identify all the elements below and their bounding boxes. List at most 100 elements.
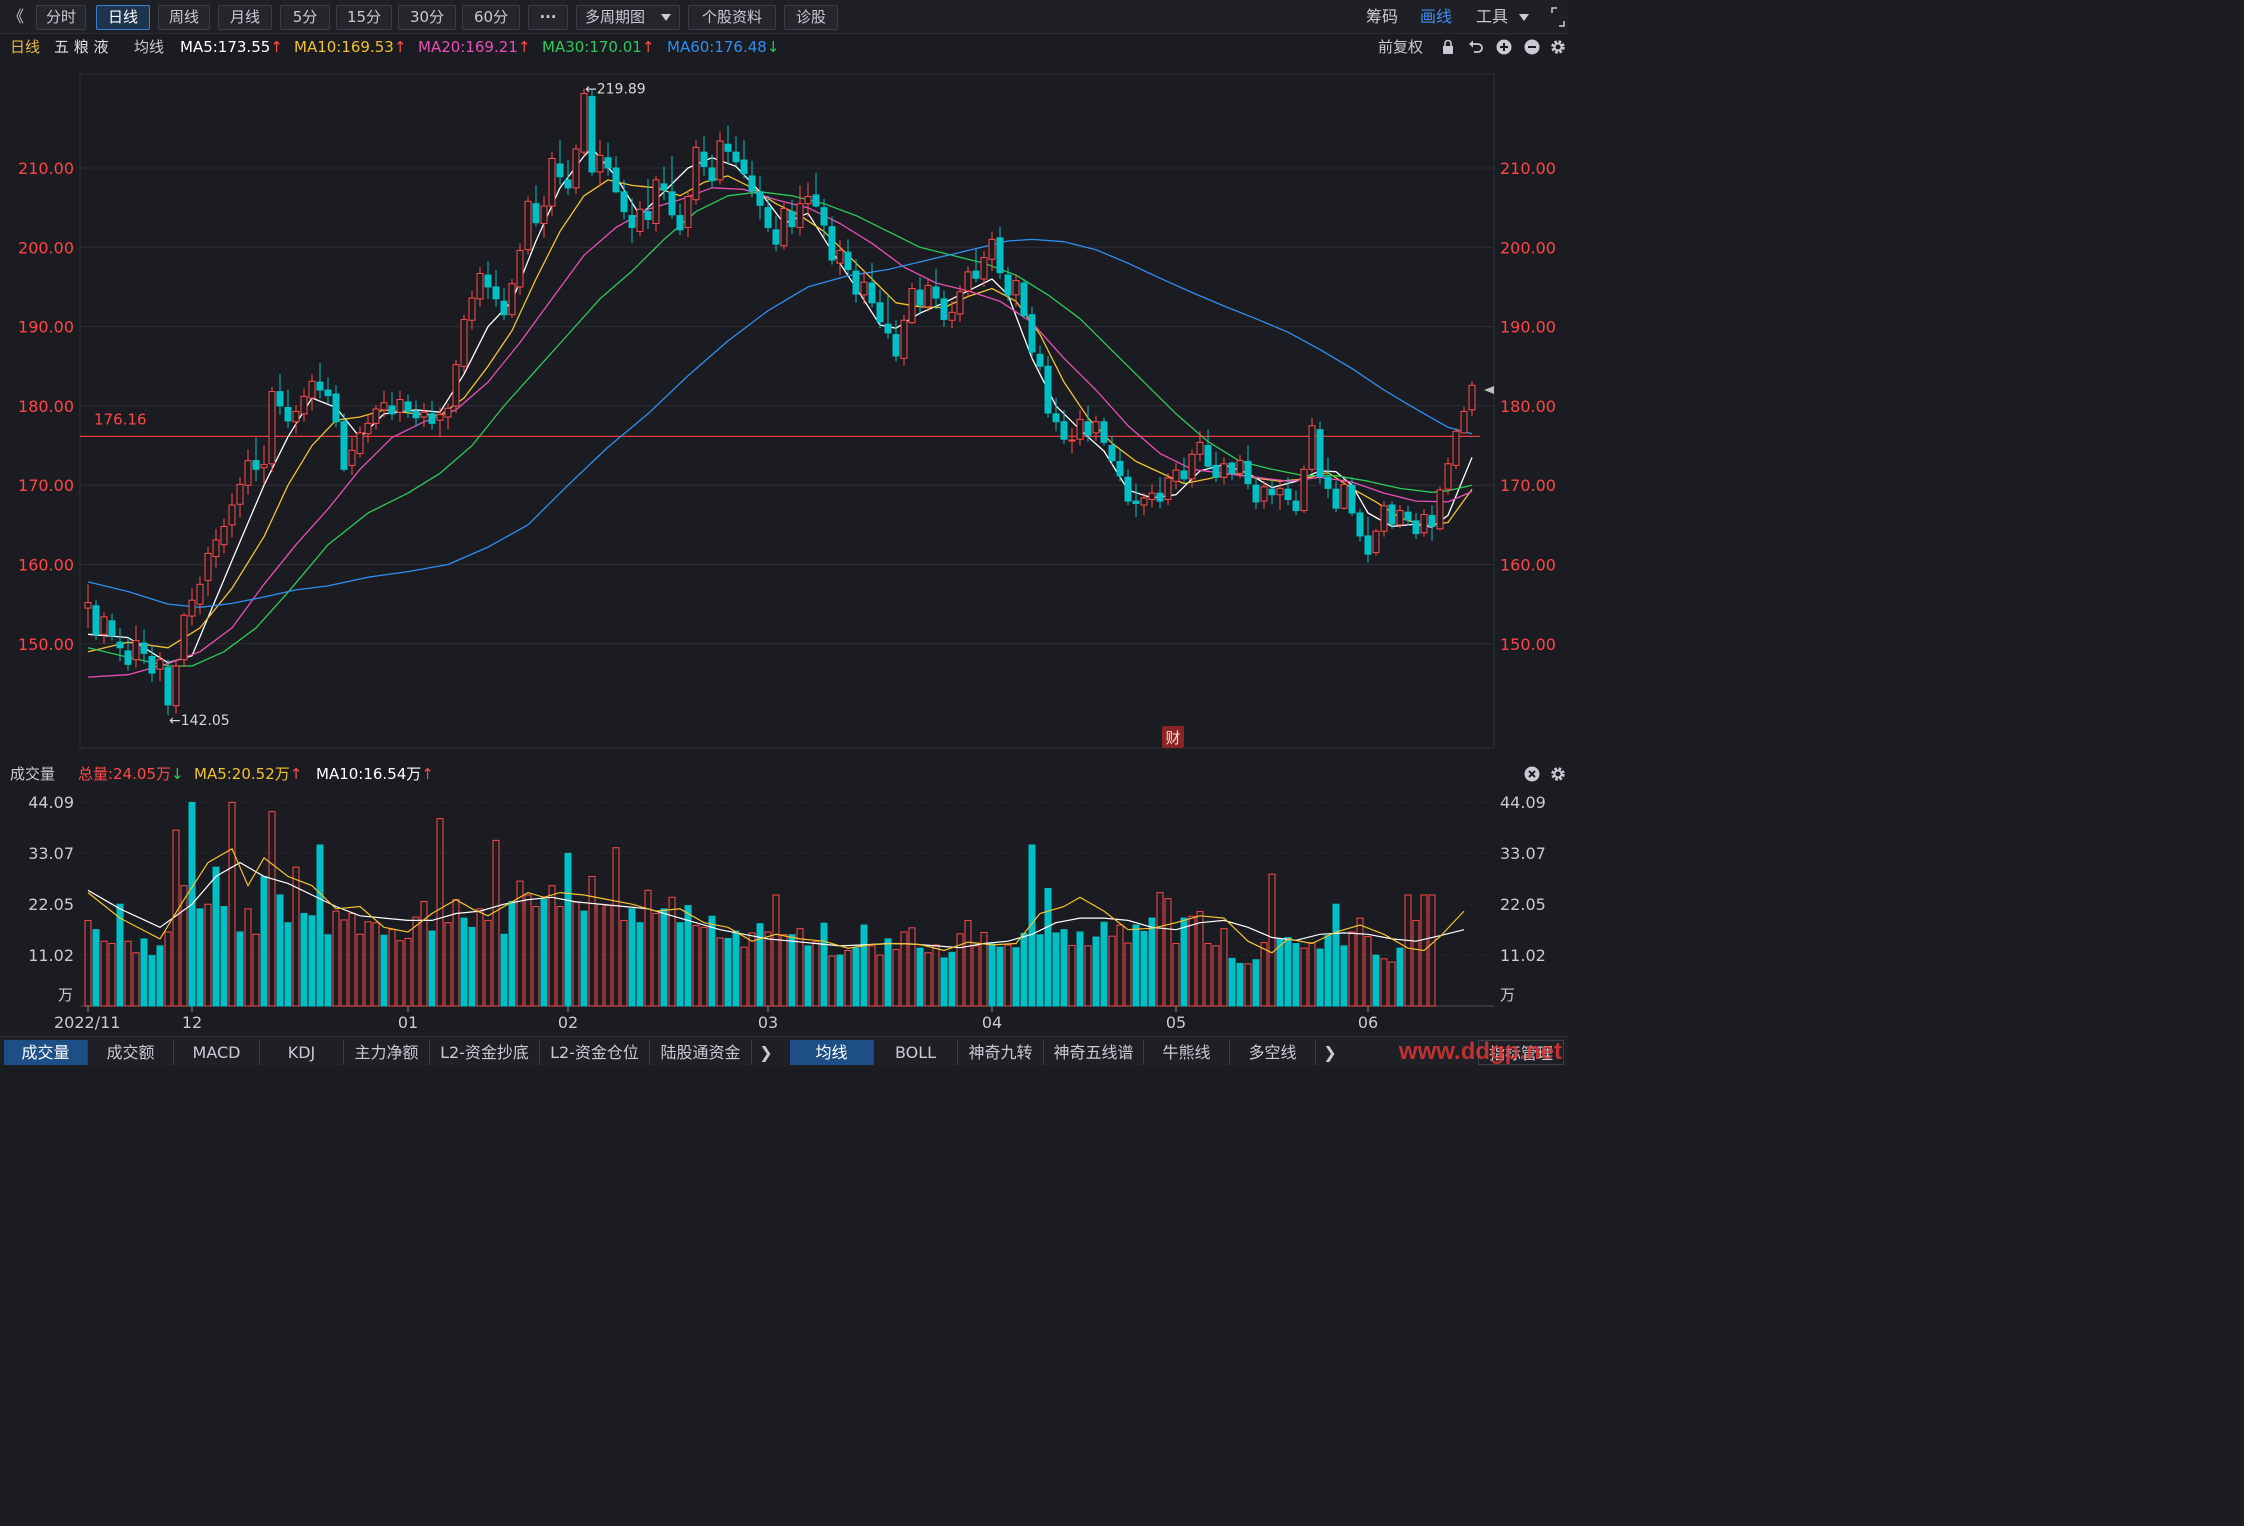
- undo-icon[interactable]: [1468, 39, 1484, 55]
- volume-bar[interactable]: [1076, 931, 1084, 1007]
- tab-magic-nine[interactable]: 神奇九转: [958, 1040, 1044, 1065]
- candle[interactable]: [1164, 473, 1172, 506]
- candle[interactable]: [612, 156, 620, 194]
- volume-bar[interactable]: [228, 801, 236, 1007]
- candle[interactable]: [1420, 508, 1428, 537]
- candle[interactable]: [1300, 465, 1308, 513]
- candle[interactable]: [1204, 429, 1212, 471]
- multi-period-dropdown[interactable]: 多周期图: [576, 5, 680, 30]
- volume-bar[interactable]: [764, 931, 772, 1007]
- volume-bar[interactable]: [588, 875, 596, 1007]
- volume-bar[interactable]: [1100, 921, 1108, 1007]
- volume-bar[interactable]: [364, 921, 372, 1007]
- tab-ma[interactable]: 均线: [790, 1040, 874, 1065]
- volume-bar[interactable]: [452, 899, 460, 1007]
- tab-boll[interactable]: BOLL: [874, 1040, 958, 1065]
- candle[interactable]: [1036, 345, 1044, 371]
- stock-info-button[interactable]: 个股资料: [688, 5, 776, 30]
- volume-bar[interactable]: [84, 919, 92, 1007]
- fullscreen-icon[interactable]: [1550, 6, 1566, 28]
- period-tab-15min[interactable]: 15分: [336, 5, 392, 30]
- candle[interactable]: [164, 659, 172, 716]
- volume-bar[interactable]: [820, 922, 828, 1007]
- volume-bar[interactable]: [972, 945, 980, 1007]
- draw-line-button[interactable]: 画线: [1420, 7, 1453, 26]
- volume-bar[interactable]: [1172, 943, 1180, 1007]
- volume-bar[interactable]: [388, 929, 396, 1007]
- volume-bar[interactable]: [220, 906, 228, 1007]
- volume-bar[interactable]: [636, 922, 644, 1007]
- volume-bar[interactable]: [780, 934, 788, 1007]
- volume-bar[interactable]: [860, 924, 868, 1007]
- volume-bar[interactable]: [1036, 934, 1044, 1007]
- candle[interactable]: [220, 518, 228, 554]
- tab-main-net[interactable]: 主力净额: [344, 1040, 430, 1065]
- candle[interactable]: [1428, 505, 1436, 541]
- candlestick-chart[interactable]: 210.00 200.00 190.00 180.00 170.00 160.00 150.…: [0, 60, 1568, 760]
- tab-macd[interactable]: MACD: [174, 1040, 260, 1065]
- period-tab-daily[interactable]: 日线: [96, 5, 150, 30]
- candle[interactable]: [708, 154, 716, 188]
- candle[interactable]: [580, 88, 588, 157]
- volume-bar[interactable]: [964, 919, 972, 1007]
- zoom-in-icon[interactable]: [1496, 39, 1512, 55]
- period-tab-intraday[interactable]: 分时: [36, 5, 86, 30]
- candle[interactable]: [260, 445, 268, 485]
- volume-bar[interactable]: [556, 906, 564, 1007]
- volume-bar[interactable]: [564, 852, 572, 1007]
- more-periods-button[interactable]: ···: [528, 5, 568, 30]
- candle[interactable]: [900, 314, 908, 366]
- volume-bar[interactable]: [492, 839, 500, 1007]
- candle[interactable]: [212, 528, 220, 568]
- candle[interactable]: [292, 405, 300, 434]
- volume-bar[interactable]: [476, 908, 484, 1007]
- candle[interactable]: [820, 198, 828, 238]
- volume-bar[interactable]: [1124, 942, 1132, 1007]
- volume-bar[interactable]: [924, 952, 932, 1007]
- volume-bar[interactable]: [412, 916, 420, 1007]
- volume-bar[interactable]: [516, 880, 524, 1007]
- volume-bar[interactable]: [1004, 944, 1012, 1007]
- volume-bar[interactable]: [308, 915, 316, 1007]
- volume-bar[interactable]: [204, 903, 212, 1007]
- volume-bar[interactable]: [428, 930, 436, 1007]
- volume-bar[interactable]: [116, 903, 124, 1007]
- volume-bar[interactable]: [1260, 942, 1268, 1007]
- volume-bar[interactable]: [132, 952, 140, 1007]
- volume-bar[interactable]: [340, 919, 348, 1007]
- period-tab-monthly[interactable]: 月线: [218, 5, 272, 30]
- candle[interactable]: [1148, 484, 1156, 508]
- candle[interactable]: [404, 394, 412, 418]
- candle[interactable]: [860, 271, 868, 305]
- candle[interactable]: [716, 131, 724, 185]
- candle[interactable]: [636, 201, 644, 237]
- volume-bar[interactable]: [1300, 947, 1308, 1007]
- candle[interactable]: [500, 288, 508, 321]
- tab-l2-position[interactable]: L2-资金仓位: [540, 1040, 650, 1065]
- volume-bar[interactable]: [620, 919, 628, 1007]
- candle[interactable]: [988, 231, 996, 272]
- volume-bar[interactable]: [628, 908, 636, 1007]
- candle[interactable]: [844, 239, 852, 275]
- volume-bar[interactable]: [380, 934, 388, 1007]
- volume-bar[interactable]: [100, 940, 108, 1007]
- volume-bar[interactable]: [1188, 915, 1196, 1007]
- candle[interactable]: [876, 289, 884, 329]
- volume-bar[interactable]: [148, 955, 156, 1007]
- volume-bar[interactable]: [988, 943, 996, 1007]
- candle[interactable]: [1116, 449, 1124, 482]
- candle[interactable]: [740, 140, 748, 179]
- volume-bar[interactable]: [500, 933, 508, 1007]
- volume-bar[interactable]: [692, 924, 700, 1007]
- candle[interactable]: [564, 160, 572, 195]
- candle[interactable]: [484, 261, 492, 299]
- volume-bar[interactable]: [756, 923, 764, 1007]
- candle[interactable]: [524, 196, 532, 255]
- candle[interactable]: [156, 652, 164, 682]
- candle[interactable]: [556, 140, 564, 185]
- volume-bar[interactable]: [700, 926, 708, 1007]
- volume-bar[interactable]: [1204, 943, 1212, 1007]
- volume-bar[interactable]: [1372, 954, 1380, 1007]
- candle[interactable]: [756, 175, 764, 220]
- volume-bar[interactable]: [284, 922, 292, 1007]
